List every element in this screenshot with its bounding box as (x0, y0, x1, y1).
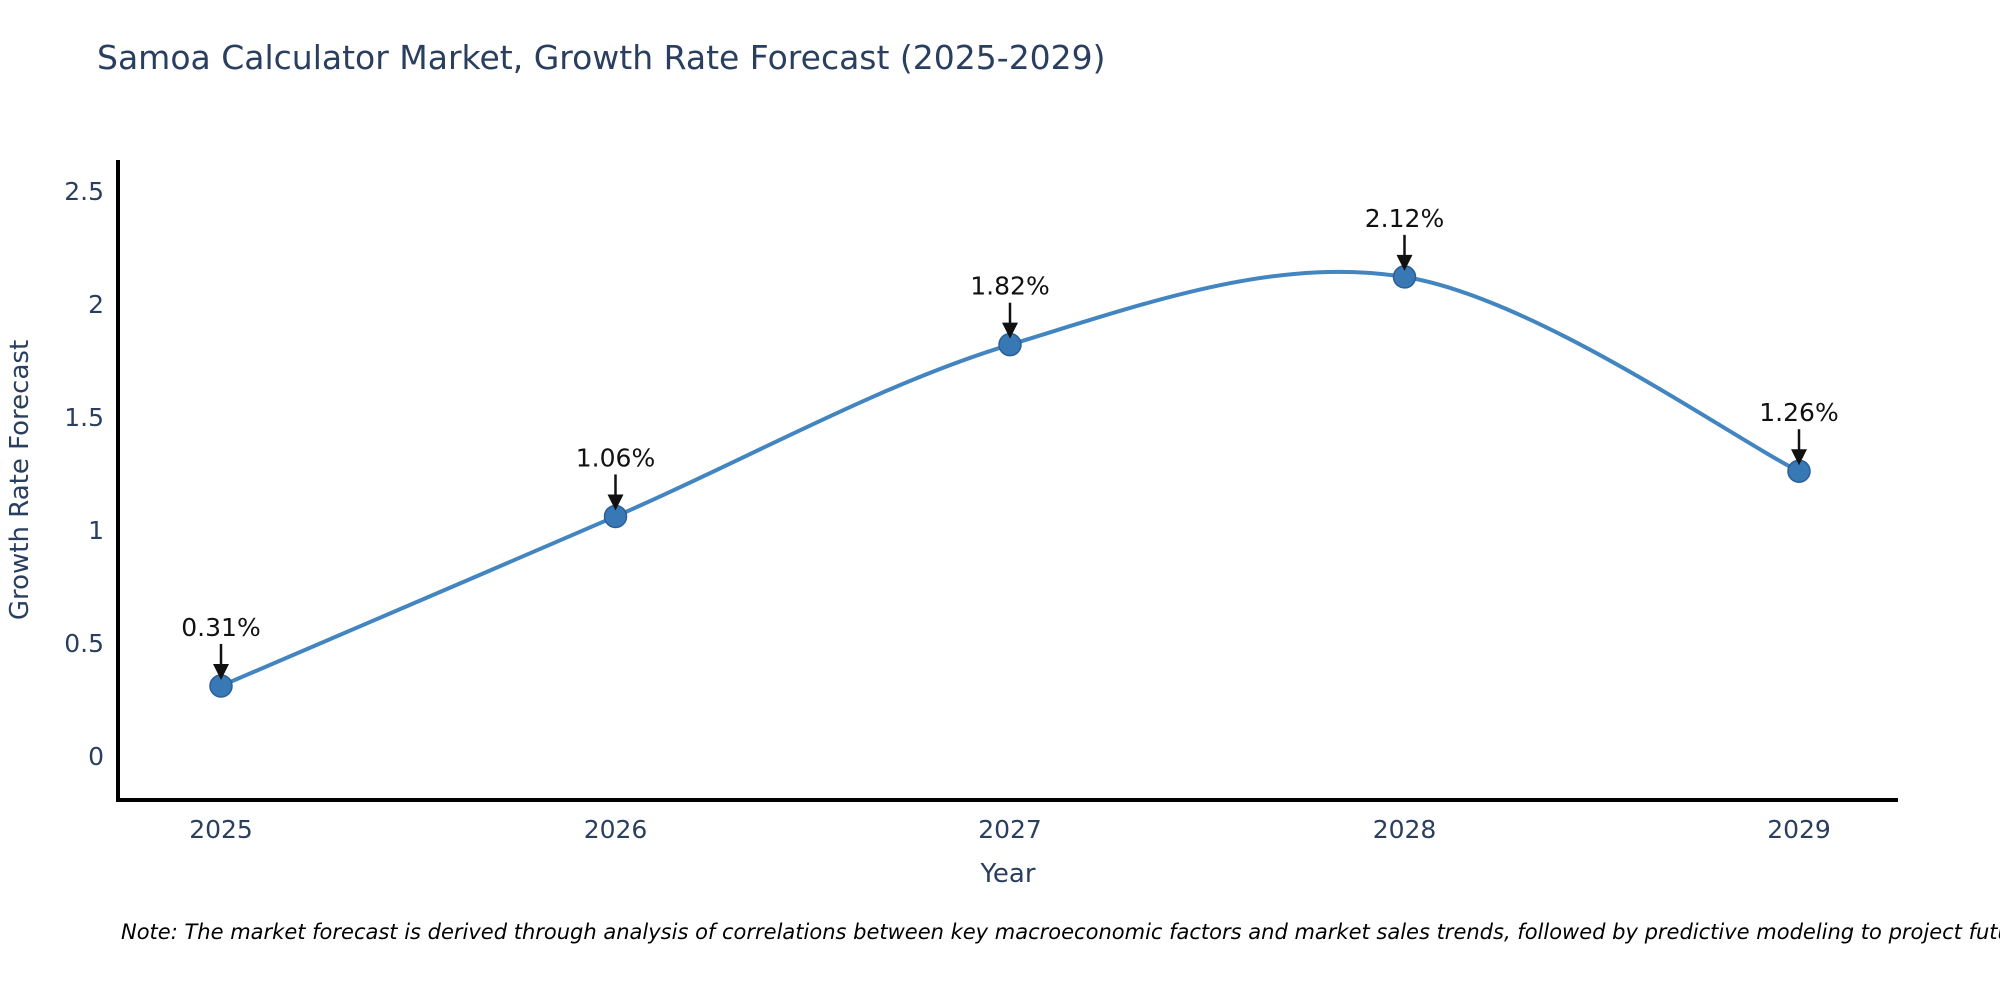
annotation-arrow-head (1791, 449, 1807, 466)
y-tick-label: 0.5 (64, 629, 104, 658)
x-tick-label: 2025 (189, 815, 253, 844)
y-axis-title: Growth Rate Forecast (5, 340, 35, 620)
annotation-arrow-head (607, 494, 624, 511)
annotation-arrow-head (1002, 322, 1018, 339)
data-point-label: 1.82% (970, 272, 1049, 301)
data-point-label: 0.31% (181, 613, 260, 642)
annotation-arrow-head (1396, 254, 1413, 271)
chart-title: Samoa Calculator Market, Growth Rate For… (97, 38, 1106, 77)
y-tick-label: 2.5 (64, 177, 104, 206)
x-tick-label: 2026 (584, 815, 648, 844)
data-point-label: 2.12% (1365, 204, 1444, 233)
data-point-label: 1.06% (576, 443, 655, 472)
data-point-label: 1.26% (1759, 398, 1838, 427)
y-tick-label: 0 (88, 742, 104, 771)
x-tick-label: 2028 (1373, 815, 1437, 844)
y-tick-label: 1 (88, 516, 104, 545)
y-tick-label: 2 (88, 290, 104, 319)
x-tick-label: 2029 (1767, 815, 1831, 844)
footnote: Note: The market forecast is derived thr… (121, 920, 2000, 944)
x-tick-label: 2027 (978, 815, 1042, 844)
x-axis-title: Year (979, 859, 1035, 889)
y-tick-label: 1.5 (64, 403, 104, 432)
annotation-arrow-head (213, 663, 229, 680)
